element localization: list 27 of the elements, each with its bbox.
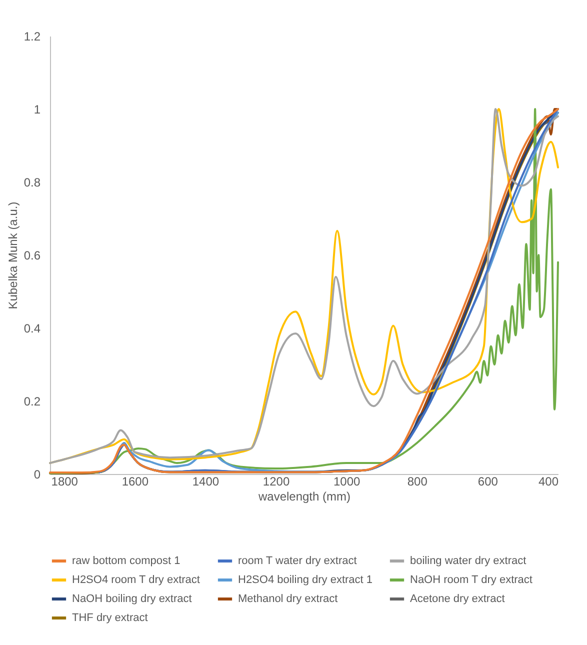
legend-label: THF dry extract	[72, 612, 148, 624]
y-tick-label: 0.6	[24, 248, 41, 262]
x-tick-label: 1000	[333, 474, 361, 488]
y-tick-label: 1	[34, 102, 41, 116]
legend-label: NaOH boiling dry extract	[72, 593, 192, 605]
legend-label: NaOH room T dry extract	[410, 574, 532, 586]
x-tick-label: 600	[478, 474, 498, 488]
legend-label: H2SO4 room T dry extract	[72, 574, 200, 586]
legend-label: Methanol dry extract	[238, 593, 338, 605]
y-tick-label: 0	[34, 468, 41, 482]
x-tick-label: 400	[538, 474, 559, 488]
x-axis-title: wavelength (mm)	[257, 490, 351, 504]
legend-label: boiling water dry extract	[410, 555, 526, 567]
x-tick-label: 800	[407, 474, 428, 488]
legend-label: H2SO4 boiling dry extract 1	[238, 574, 373, 586]
y-tick-label: 1.2	[24, 30, 41, 44]
y-tick-label: 0.8	[24, 176, 41, 190]
y-tick-label: 0.2	[24, 394, 41, 408]
y-tick-label: 0.4	[24, 322, 41, 336]
x-tick-label: 1400	[192, 474, 220, 488]
y-axis-title: Kubelka Munk (a.u.)	[6, 202, 20, 310]
x-tick-label: 1600	[122, 474, 149, 488]
legend-label: raw bottom compost 1	[72, 555, 180, 567]
x-tick-label: 1800	[51, 474, 78, 488]
x-tick-label: 1200	[262, 474, 290, 488]
legend-label: room T water dry extract	[238, 555, 357, 567]
legend-label: Acetone dry extract	[410, 593, 505, 605]
